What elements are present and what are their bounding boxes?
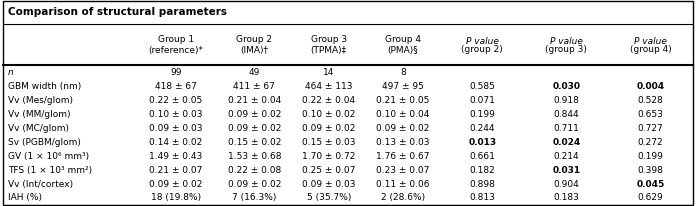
Text: 0.629: 0.629 [638, 193, 663, 202]
Text: 0.21 ± 0.05: 0.21 ± 0.05 [377, 96, 430, 105]
Text: 0.21 ± 0.04: 0.21 ± 0.04 [228, 96, 281, 105]
Text: Sv (PGBM/glom): Sv (PGBM/glom) [8, 138, 81, 147]
Text: Group 3
(TPMA)‡: Group 3 (TPMA)‡ [310, 35, 347, 55]
Text: 0.031: 0.031 [553, 166, 580, 174]
Text: 0.22 ± 0.08: 0.22 ± 0.08 [228, 166, 281, 174]
Text: 0.183: 0.183 [553, 193, 579, 202]
Text: 0.214: 0.214 [553, 152, 579, 160]
Text: GV (1 × 10⁶ mm³): GV (1 × 10⁶ mm³) [8, 152, 89, 160]
Text: Group 1
(reference)*: Group 1 (reference)* [148, 35, 203, 55]
Text: 0.013: 0.013 [468, 138, 496, 147]
Text: 0.244: 0.244 [470, 124, 495, 133]
Text: 5 (35.7%): 5 (35.7%) [306, 193, 351, 202]
Text: 0.585: 0.585 [469, 82, 496, 91]
Text: 0.199: 0.199 [469, 110, 496, 119]
Text: n: n [8, 68, 13, 77]
Text: 0.653: 0.653 [638, 110, 663, 119]
Text: 0.071: 0.071 [469, 96, 496, 105]
Text: 0.09 ± 0.02: 0.09 ± 0.02 [302, 124, 356, 133]
Text: Vv (MM/glom): Vv (MM/glom) [8, 110, 70, 119]
Text: 1.49 ± 0.43: 1.49 ± 0.43 [149, 152, 203, 160]
Text: 0.004: 0.004 [636, 82, 665, 91]
Text: 1.76 ± 0.67: 1.76 ± 0.67 [377, 152, 430, 160]
Text: 0.09 ± 0.02: 0.09 ± 0.02 [228, 179, 281, 188]
Text: 0.024: 0.024 [553, 138, 580, 147]
Text: 0.10 ± 0.03: 0.10 ± 0.03 [149, 110, 203, 119]
Text: 1.53 ± 0.68: 1.53 ± 0.68 [228, 152, 281, 160]
Text: 18 (19.8%): 18 (19.8%) [150, 193, 201, 202]
Text: 0.727: 0.727 [638, 124, 663, 133]
Text: IAH (%): IAH (%) [8, 193, 42, 202]
Text: 0.09 ± 0.02: 0.09 ± 0.02 [149, 179, 203, 188]
Text: 1.70 ± 0.72: 1.70 ± 0.72 [302, 152, 356, 160]
Text: 7 (16.3%): 7 (16.3%) [232, 193, 276, 202]
Text: 0.23 ± 0.07: 0.23 ± 0.07 [377, 166, 430, 174]
Text: 0.10 ± 0.02: 0.10 ± 0.02 [302, 110, 356, 119]
Text: 0.661: 0.661 [469, 152, 496, 160]
Text: 0.711: 0.711 [553, 124, 579, 133]
Text: Group 2
(IMA)†: Group 2 (IMA)† [236, 35, 272, 55]
Text: 0.13 ± 0.03: 0.13 ± 0.03 [377, 138, 430, 147]
Text: 0.09 ± 0.02: 0.09 ± 0.02 [228, 124, 281, 133]
Text: 0.09 ± 0.03: 0.09 ± 0.03 [302, 179, 356, 188]
Text: (group 3): (group 3) [546, 45, 587, 54]
Text: 0.528: 0.528 [638, 96, 663, 105]
Text: P value: P value [466, 37, 499, 46]
Text: 0.10 ± 0.04: 0.10 ± 0.04 [377, 110, 430, 119]
Text: 0.22 ± 0.04: 0.22 ± 0.04 [302, 96, 355, 105]
Text: 0.15 ± 0.02: 0.15 ± 0.02 [228, 138, 281, 147]
Text: 0.15 ± 0.03: 0.15 ± 0.03 [302, 138, 356, 147]
Text: 99: 99 [170, 68, 182, 77]
Text: 2 (28.6%): 2 (28.6%) [381, 193, 425, 202]
Text: (group 2): (group 2) [461, 45, 503, 54]
Text: P value: P value [634, 37, 667, 46]
Text: 0.22 ± 0.05: 0.22 ± 0.05 [149, 96, 203, 105]
Text: 0.09 ± 0.03: 0.09 ± 0.03 [149, 124, 203, 133]
Text: 0.398: 0.398 [638, 166, 663, 174]
Text: 0.21 ± 0.07: 0.21 ± 0.07 [149, 166, 203, 174]
Text: 464 ± 113: 464 ± 113 [305, 82, 352, 91]
Text: 0.09 ± 0.02: 0.09 ± 0.02 [377, 124, 430, 133]
Text: 0.030: 0.030 [553, 82, 580, 91]
Text: 0.844: 0.844 [553, 110, 579, 119]
Text: 14: 14 [323, 68, 334, 77]
Text: 0.25 ± 0.07: 0.25 ± 0.07 [302, 166, 356, 174]
Text: GBM width (nm): GBM width (nm) [8, 82, 81, 91]
Text: 0.904: 0.904 [553, 179, 579, 188]
Text: Vv (Mes/glom): Vv (Mes/glom) [8, 96, 72, 105]
Text: 418 ± 67: 418 ± 67 [155, 82, 197, 91]
Text: (group 4): (group 4) [630, 45, 672, 54]
Text: 0.11 ± 0.06: 0.11 ± 0.06 [377, 179, 430, 188]
Text: 0.813: 0.813 [469, 193, 496, 202]
Text: TFS (1 × 10³ mm²): TFS (1 × 10³ mm²) [8, 166, 92, 174]
Text: 0.09 ± 0.02: 0.09 ± 0.02 [228, 110, 281, 119]
Text: 49: 49 [248, 68, 260, 77]
Text: 0.045: 0.045 [636, 179, 665, 188]
Text: 411 ± 67: 411 ± 67 [233, 82, 275, 91]
Text: Vv (MC/glom): Vv (MC/glom) [8, 124, 69, 133]
Text: 0.898: 0.898 [469, 179, 496, 188]
Text: 0.272: 0.272 [638, 138, 663, 147]
Text: 8: 8 [400, 68, 406, 77]
Text: 0.199: 0.199 [638, 152, 663, 160]
Text: 0.14 ± 0.02: 0.14 ± 0.02 [149, 138, 203, 147]
Text: P value: P value [550, 37, 583, 46]
Text: 0.182: 0.182 [470, 166, 496, 174]
Text: 0.918: 0.918 [553, 96, 579, 105]
Text: Comparison of structural parameters: Comparison of structural parameters [8, 7, 228, 17]
Text: Group 4
(PMA)§: Group 4 (PMA)§ [385, 35, 421, 55]
Text: Vv (Int/cortex): Vv (Int/cortex) [8, 179, 73, 188]
Text: 497 ± 95: 497 ± 95 [382, 82, 424, 91]
